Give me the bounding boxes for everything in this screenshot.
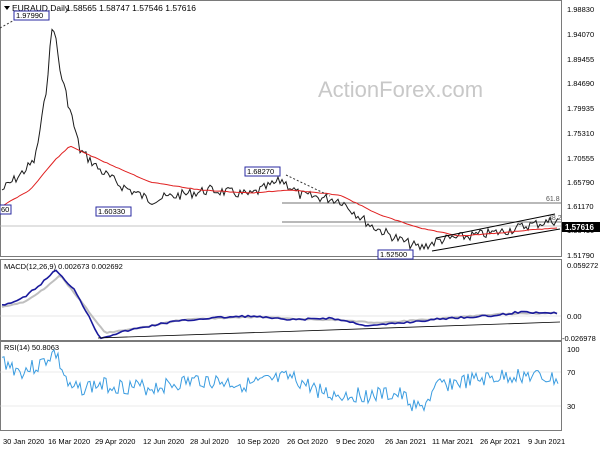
symbol-label: EURAUD,Daily [12,3,70,13]
time-tick: 28 Jul 2020 [190,437,229,446]
time-tick: 26 Oct 2020 [287,437,328,446]
svg-text:1.60330: 1.60330 [98,207,125,216]
price-tick: 1.75310 [567,129,594,138]
price-tick: 1.89455 [567,55,594,64]
ohlc-values: 1.58565 1.58747 1.57546 1.57616 [66,3,196,13]
time-tick: 30 Jan 2020 [3,437,44,446]
time-tick: 29 Apr 2020 [95,437,135,446]
price-tick: 1.70555 [567,154,594,163]
fib-618-label: 61.8 [546,196,560,203]
macd-label: MACD(12,26,9) 0.002673 0.002692 [4,262,123,271]
price-label-mid-low: 1.60330 [95,206,132,217]
svg-text:1.97990: 1.97990 [16,11,43,20]
time-tick: 26 Apr 2021 [480,437,520,446]
rsi-line [1,348,559,413]
symbol-header: EURAUD,Daily 1.58565 1.58747 1.57546 1.5… [4,3,196,13]
macd-tick-low: -0.026978 [562,334,596,343]
channel-lower [431,228,561,252]
watermark: ActionForex.com [318,77,483,102]
price-series [1,28,559,252]
svg-text:1.68270: 1.68270 [247,167,274,176]
current-price-marker: 1.57616 [562,222,600,232]
macd-line [1,269,558,340]
macd-tick-zero: 0.00 [567,312,582,321]
time-axis: 30 Jan 2020 16 Mar 2020 29 Apr 2020 12 J… [3,437,565,446]
rsi-label: RSI(14) 50.8063 [4,343,59,352]
price-tick: 1.65790 [567,178,594,187]
price-tick: 1.84690 [567,79,594,88]
price-tick: 1.98830 [567,5,594,14]
time-tick: 10 Sep 2020 [237,437,280,446]
rsi-tick-30: 30 [567,402,575,411]
price-tick: 1.61170 [567,202,594,211]
svg-text:60: 60 [1,205,9,214]
rsi-panel-frame [0,341,562,431]
time-tick: 12 Jun 2020 [143,437,184,446]
moving-average-line [1,145,558,237]
time-tick: 26 Jan 2021 [385,437,426,446]
rsi-tick-70: 70 [567,368,575,377]
svg-text:1.52500: 1.52500 [380,250,407,259]
fib-382-label: 38.2 [548,215,562,222]
price-panel-frame [0,0,562,257]
price-label-high: 1.97990 [13,10,50,21]
macd-signal-line [1,274,558,334]
time-tick: 9 Dec 2020 [336,437,374,446]
dashed-downtrend [285,174,331,197]
macd-panel-frame [0,259,562,341]
price-label-left-edge: 60 [0,204,12,215]
price-tick: 1.94070 [567,30,594,39]
price-tick: 1.51790 [567,251,594,260]
current-price: 1.57616 [565,223,594,232]
macd-trendline [97,321,561,339]
time-tick: 16 Mar 2020 [48,437,90,446]
price-tick: 1.79935 [567,104,594,113]
time-tick: 9 Jun 2021 [528,437,565,446]
price-label-swing-high: 1.68270 [244,166,281,177]
rsi-tick-100: 100 [567,345,580,354]
price-label-low: 1.52500 [377,249,414,260]
price-axis: 1.98830 1.94070 1.89455 1.84690 1.79935 … [567,5,594,260]
channel-upper [435,213,556,239]
time-tick: 11 Mar 2021 [432,437,474,446]
macd-tick-high: 0.059272 [567,261,598,270]
